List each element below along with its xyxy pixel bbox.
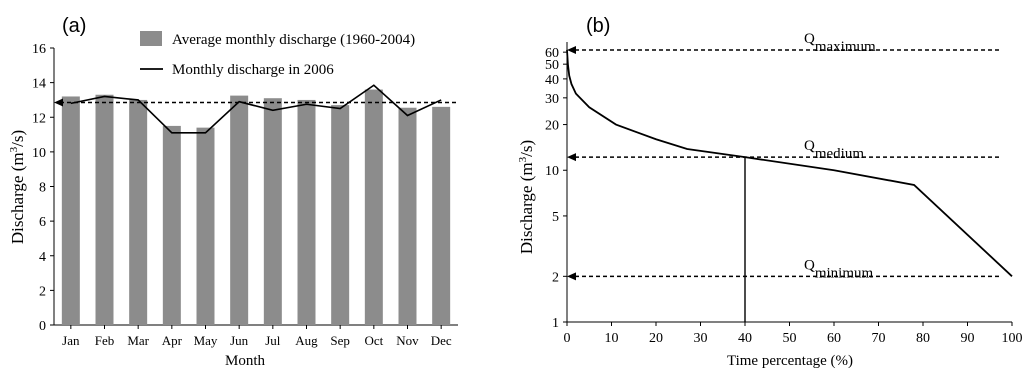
- y-tick-label: 1: [552, 316, 559, 331]
- panel-a-y-label: Discharge (m3/s): [8, 130, 27, 244]
- bar-jan: [61, 96, 80, 325]
- bar-sep: [331, 105, 350, 325]
- x-tick-label: 50: [783, 331, 797, 346]
- x-tick-label: 20: [649, 331, 663, 346]
- bar-oct: [364, 89, 383, 325]
- panel-b-label: (b): [586, 15, 610, 37]
- y-tick-label: 6: [39, 215, 46, 230]
- x-tick-label: Mar: [127, 333, 149, 348]
- bar-mar: [129, 99, 148, 325]
- y-tick-label: 16: [32, 42, 46, 57]
- bar-nov: [398, 107, 417, 326]
- panel-a-bars: [61, 89, 451, 326]
- x-tick-label: 90: [961, 331, 975, 346]
- x-tick-label: 70: [872, 331, 886, 346]
- y-tick-label: 5: [552, 210, 559, 225]
- x-tick-label: 100: [1002, 331, 1023, 346]
- legend-bar-swatch: [140, 31, 162, 46]
- y-tick-label: 20: [545, 119, 559, 134]
- panel-a-series-line: [70, 84, 442, 134]
- panel-b-x-label: Time percentage (%): [727, 353, 853, 369]
- panel-a-label: (a): [62, 15, 86, 37]
- bar-aug: [297, 99, 316, 325]
- y-tick-label: 12: [32, 111, 46, 126]
- x-tick-label: Jul: [265, 333, 281, 348]
- panel-a-legend: Average monthly discharge (1960-2004) Mo…: [140, 31, 415, 78]
- annotation-arrow-minimum: [567, 272, 576, 281]
- annotation-arrow-medium: [567, 153, 576, 162]
- y-tick-label: 10: [545, 164, 559, 179]
- panel-a: (a) 0 2 4 6 8 10 12 14 16 Jan Feb Mar Apr May Jun Jul A…: [8, 15, 458, 369]
- panel-a-reference-arrow: [54, 98, 63, 107]
- x-tick-label: 40: [738, 331, 752, 346]
- y-tick-label: 14: [32, 77, 46, 92]
- x-tick-label: 30: [694, 331, 708, 346]
- legend-bar-label: Average monthly discharge (1960-2004): [172, 32, 415, 48]
- legend-line-label: Monthly discharge in 2006: [172, 62, 334, 78]
- panel-b-annotations: Qmaximum Qmedium Qminimum: [567, 31, 1000, 281]
- bar-may: [196, 127, 215, 325]
- x-tick-label: Aug: [295, 333, 318, 348]
- y-tick-label: 30: [545, 92, 559, 107]
- y-tick-label: 60: [545, 46, 559, 61]
- x-tick-label: Jan: [62, 333, 80, 348]
- x-tick-label: Dec: [431, 333, 452, 348]
- x-tick-label: Nov: [396, 333, 419, 348]
- bar-feb: [95, 94, 114, 326]
- annotation-label-maximum: Qmaximum: [804, 31, 876, 55]
- y-tick-label: 40: [545, 73, 559, 88]
- panel-b-duration-curve: [566, 49, 1013, 277]
- x-tick-label: 60: [827, 331, 841, 346]
- x-tick-label: 0: [564, 331, 571, 346]
- annotation-arrow-maximum: [567, 45, 576, 54]
- panel-a-x-ticks: Jan Feb Mar Apr May Jun Jul Aug Sep Oct Nov Dec: [62, 325, 452, 348]
- x-tick-label: Oct: [364, 333, 383, 348]
- x-tick-label: 10: [605, 331, 619, 346]
- y-tick-label: 10: [32, 146, 46, 161]
- bar-jul: [263, 98, 282, 325]
- bar-jun: [230, 95, 249, 325]
- x-tick-label: Apr: [162, 333, 183, 348]
- x-tick-label: 80: [916, 331, 930, 346]
- annotation-label-minimum: Qminimum: [804, 257, 874, 281]
- x-tick-label: May: [194, 333, 218, 348]
- x-tick-label: Sep: [330, 333, 350, 348]
- y-tick-label: 8: [39, 181, 46, 196]
- annotation-label-medium: Qmedium: [804, 138, 864, 162]
- y-tick-label: 4: [39, 250, 46, 265]
- panel-a-x-label: Month: [225, 353, 266, 369]
- panel-b-y-label: Discharge (m3/s): [517, 140, 536, 254]
- y-tick-label: 2: [552, 270, 559, 285]
- panel-a-y-ticks: 0 2 4 6 8 10 12 14 16: [32, 42, 54, 334]
- panel-b-x-ticks: 0 10 20 30 40 50 60 70 80 90 100: [564, 322, 1023, 346]
- x-tick-label: Feb: [95, 333, 115, 348]
- y-tick-label: 0: [39, 319, 46, 334]
- y-tick-label: 50: [545, 58, 559, 73]
- bar-apr: [162, 125, 181, 325]
- bar-dec: [432, 106, 451, 325]
- y-tick-label: 2: [39, 284, 46, 299]
- x-tick-label: Jun: [230, 333, 249, 348]
